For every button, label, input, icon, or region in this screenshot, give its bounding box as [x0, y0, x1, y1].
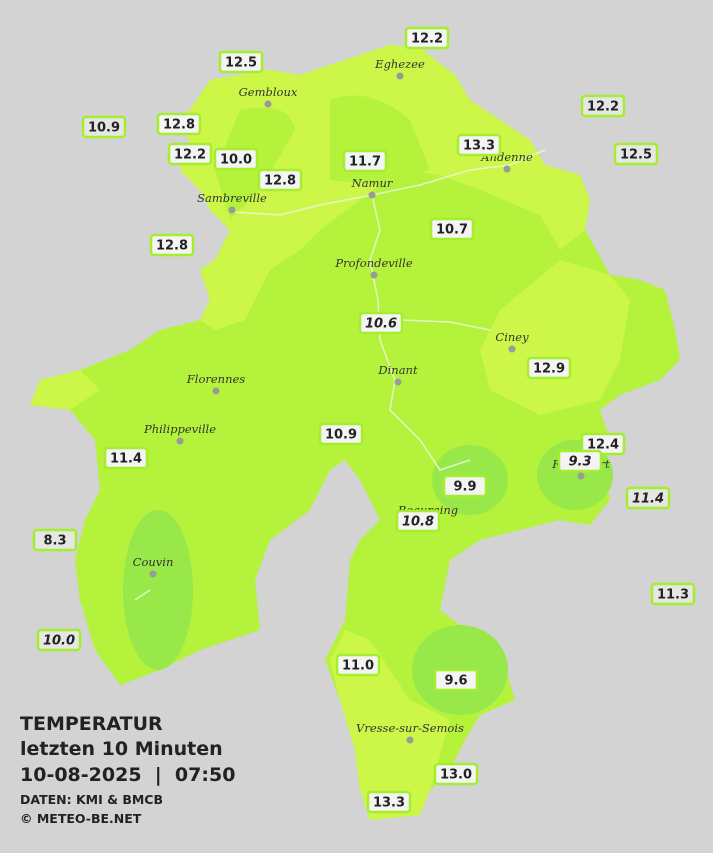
station-value: 12.8	[156, 239, 188, 254]
datetime: 10-08-2025 | 07:50	[20, 764, 235, 786]
station-box	[103, 446, 149, 470]
station-value: 10.9	[88, 121, 120, 136]
station-box	[580, 94, 626, 118]
station-value: 10.7	[436, 223, 468, 238]
station-value: 9.9	[453, 480, 476, 495]
place-label: Profondeville	[334, 256, 412, 270]
station-box	[404, 26, 450, 50]
station-value: 13.3	[463, 139, 495, 154]
station-box	[395, 509, 441, 533]
station-box	[257, 168, 303, 192]
station-box	[81, 115, 127, 139]
place-label: Ciney	[495, 330, 529, 344]
station-box	[557, 449, 603, 473]
place-dot	[508, 345, 516, 353]
station-box	[358, 311, 404, 335]
station-value: 9.3	[568, 455, 591, 470]
place-label: Sambreville	[197, 191, 267, 205]
place-label: Eghezee	[374, 57, 425, 71]
warm-zone	[480, 260, 630, 415]
station-box	[580, 432, 626, 456]
place-dot	[577, 472, 585, 480]
station-box	[342, 149, 388, 173]
cool-zone	[123, 510, 193, 670]
station-value: 13.3	[373, 796, 405, 811]
station-value: 11.3	[657, 588, 689, 603]
place-dot	[264, 100, 272, 108]
station-value: 12.9	[533, 362, 565, 377]
station-box	[318, 422, 364, 446]
station-value: 10.8	[402, 515, 434, 530]
river	[134, 149, 546, 601]
station-box	[613, 142, 659, 166]
title: TEMPERATUR	[20, 713, 163, 735]
station-value: 9.6	[444, 674, 467, 689]
source: DATEN: KMI & BMCB	[20, 792, 163, 807]
place-label: Gembloux	[239, 85, 298, 99]
copyright: © METEO-BE.NET	[20, 811, 142, 826]
place-label: Florennes	[186, 372, 246, 386]
station-box	[32, 528, 78, 552]
warm-zone	[30, 370, 450, 820]
period: letzten 10 Minuten	[20, 738, 223, 760]
place-dot	[406, 736, 414, 744]
station-value: 10.0	[220, 153, 252, 168]
station-value: 12.8	[264, 174, 296, 189]
place-dot	[396, 72, 404, 80]
station-value: 11.4	[632, 492, 664, 507]
station-value: 13.0	[440, 768, 472, 783]
place-label: Couvin	[133, 555, 174, 569]
station-value: 11.7	[349, 155, 381, 170]
station-box	[625, 486, 671, 510]
station-box	[213, 147, 259, 171]
station-box	[456, 133, 502, 157]
place-dot	[370, 271, 378, 279]
place-label: Namur	[351, 176, 394, 190]
station-box	[335, 653, 381, 677]
station-value: 11.0	[342, 659, 374, 674]
station-box	[156, 112, 202, 136]
place-dot	[503, 165, 511, 173]
station-value: 12.5	[225, 56, 257, 71]
station-value: 10.0	[43, 634, 75, 649]
place-dot	[212, 387, 220, 395]
station-box	[366, 790, 412, 814]
station-value: 12.2	[174, 148, 206, 163]
station-value: 12.5	[620, 148, 652, 163]
place-dot	[176, 437, 184, 445]
cool-zone	[215, 95, 430, 220]
station-box	[526, 356, 572, 380]
station-box	[218, 50, 264, 74]
place-label: Philippeville	[143, 422, 216, 436]
place-dot	[394, 378, 402, 386]
station-box	[149, 233, 195, 257]
station-value: 12.2	[587, 100, 619, 115]
station-value: 12.8	[163, 118, 195, 133]
station-value: 12.4	[587, 438, 619, 453]
place-dot	[228, 206, 236, 214]
station-value: 10.9	[325, 428, 357, 443]
place-label: Vresse-sur-Semois	[356, 721, 464, 735]
station-box	[433, 762, 479, 786]
station-value: 12.2	[411, 32, 443, 47]
place-label: Dinant	[377, 363, 418, 377]
station-box	[429, 217, 475, 241]
station-value: 8.3	[43, 534, 66, 549]
place-dot	[149, 570, 157, 578]
station-value: 10.6	[365, 317, 397, 332]
station-box	[433, 668, 479, 692]
place-dot	[368, 191, 376, 199]
station-box	[442, 474, 488, 498]
station-box	[167, 142, 213, 166]
station-box	[650, 582, 696, 606]
station-box	[36, 628, 82, 652]
station-value: 11.4	[110, 452, 142, 467]
